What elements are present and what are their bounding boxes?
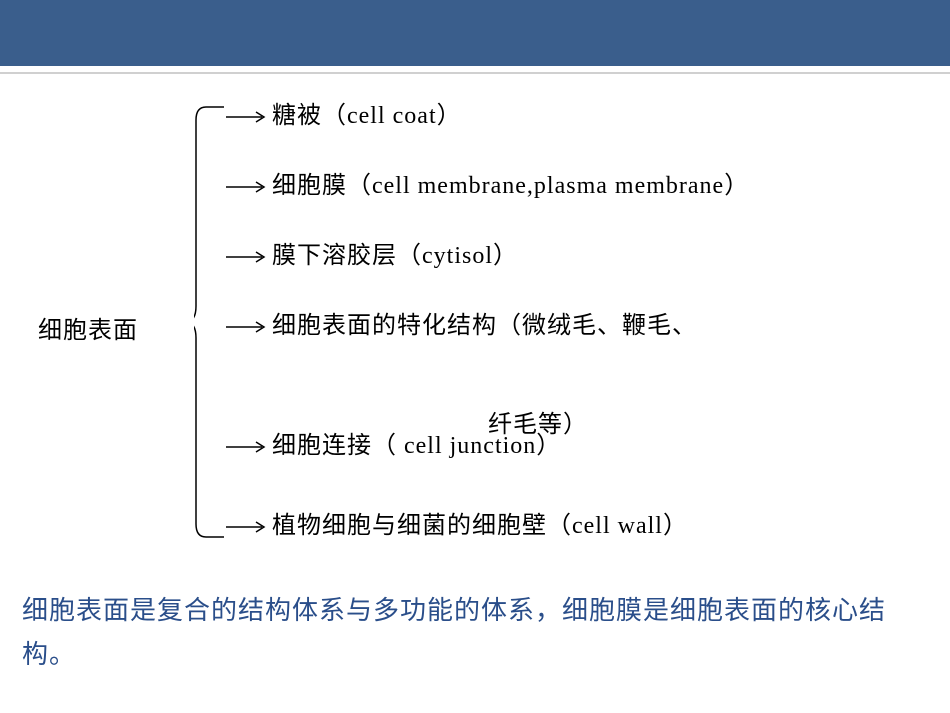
branch-arrow-icon <box>226 519 268 535</box>
branch-label-cn: 糖被 <box>272 103 322 129</box>
branch-label-en: （cell wall） <box>547 513 688 539</box>
tree-branch: 细胞表面的特化结构（微绒毛、鞭毛、 <box>226 312 697 341</box>
tree-branch: 膜下溶胶层（cytisol） <box>226 242 518 271</box>
branch-label-cn: 植物细胞与细菌的细胞壁 <box>272 513 547 539</box>
branch-label-en: （cell coat） <box>322 103 462 129</box>
branch-label-cn: 细胞膜 <box>272 173 347 199</box>
branch-label-en: （微绒毛、鞭毛、 <box>497 313 697 339</box>
branch-arrow-icon <box>226 439 268 455</box>
branch-label-cn: 细胞表面的特化结构 <box>272 313 497 339</box>
branch-label-en: （cytisol） <box>397 243 518 269</box>
tree-branch: 细胞膜（cell membrane,plasma membrane） <box>226 172 749 201</box>
header-bar <box>0 0 950 66</box>
branch-label-en: （ cell junction） <box>372 433 561 459</box>
branch-arrow-icon <box>226 319 268 335</box>
branch-arrow-icon <box>226 109 268 125</box>
tree-diagram: 细胞表面 糖被（cell coat） 细胞膜（cell membrane,plas… <box>38 92 918 562</box>
tree-bracket <box>194 106 224 538</box>
branch-arrow-icon <box>226 179 268 195</box>
header-underline <box>0 72 950 74</box>
branch-arrow-icon <box>226 249 268 265</box>
tree-branch: 糖被（cell coat） <box>226 102 462 131</box>
branch-label-cn: 膜下溶胶层 <box>272 243 397 269</box>
tree-root-label: 细胞表面 <box>38 310 138 345</box>
branch-label-en: （cell membrane,plasma membrane） <box>347 173 749 199</box>
summary-text: 细胞表面是复合的结构体系与多功能的体系，细胞膜是细胞表面的核心结构。 <box>22 588 928 676</box>
branch-label-cn: 细胞连接 <box>272 433 372 459</box>
tree-branch: 细胞连接（ cell junction） <box>226 432 561 461</box>
tree-branch: 植物细胞与细菌的细胞壁（cell wall） <box>226 512 688 541</box>
